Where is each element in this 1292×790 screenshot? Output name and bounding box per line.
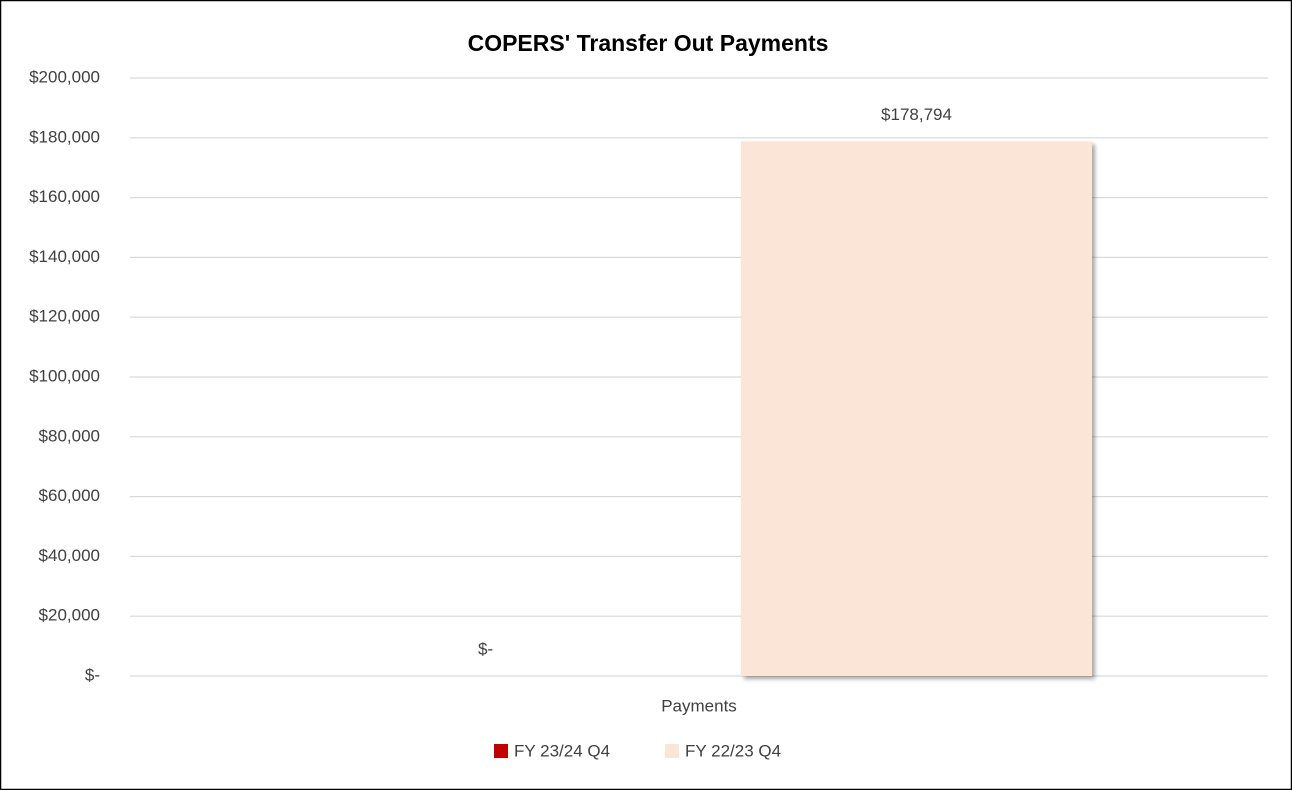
legend-swatch	[494, 744, 508, 758]
x-tick-label: Payments	[661, 696, 737, 715]
y-tick-label: $20,000	[39, 606, 100, 625]
legend-label: FY 23/24 Q4	[514, 741, 610, 760]
y-tick-label: $200,000	[29, 67, 100, 86]
chart-title: COPERS' Transfer Out Payments	[468, 30, 829, 56]
legend-swatch	[665, 744, 679, 758]
data-label: $178,794	[881, 105, 952, 124]
bar	[741, 141, 1092, 676]
y-tick-label: $180,000	[29, 127, 100, 146]
y-tick-label: $60,000	[39, 486, 100, 505]
y-tick-label: $160,000	[29, 187, 100, 206]
y-tick-label: $100,000	[29, 366, 100, 385]
y-tick-label: $120,000	[29, 307, 100, 326]
data-label: $-	[478, 639, 493, 658]
y-tick-label: $140,000	[29, 247, 100, 266]
legend-label: FY 22/23 Q4	[685, 741, 781, 760]
y-tick-label: $80,000	[39, 426, 100, 445]
y-tick-label: $40,000	[39, 546, 100, 565]
y-tick-label: $-	[85, 665, 100, 684]
